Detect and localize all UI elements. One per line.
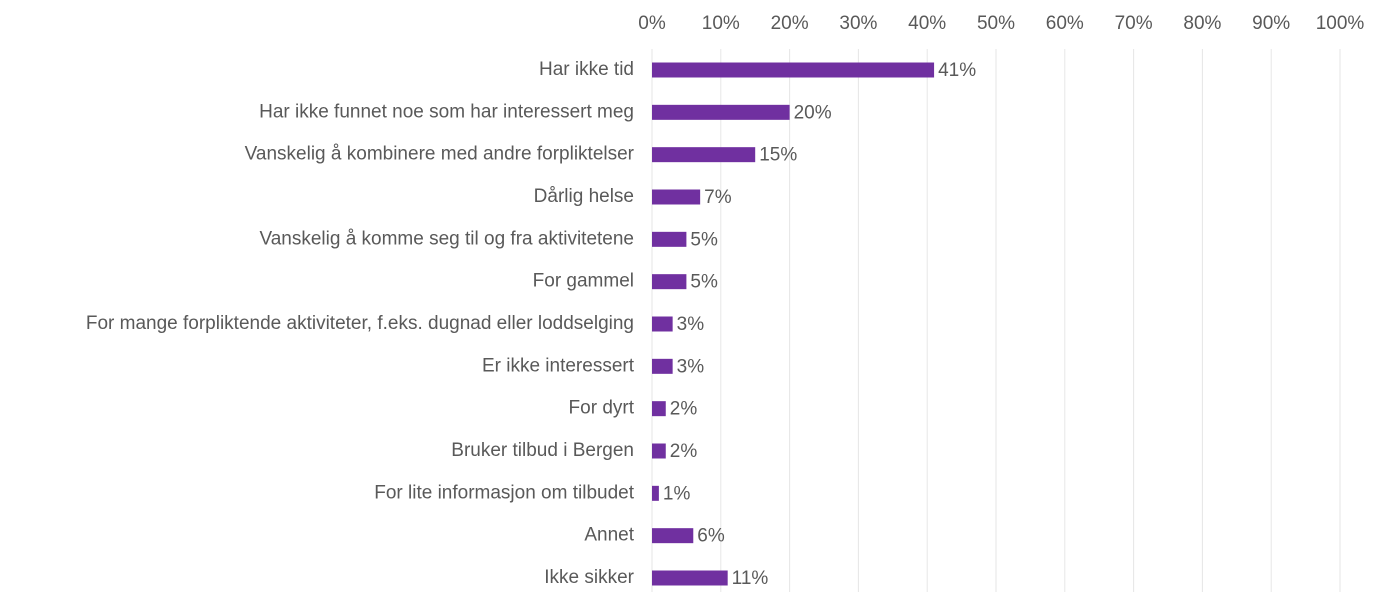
bar xyxy=(652,358,673,374)
y-tick-label: Vanskelig å komme seg til og fra aktivit… xyxy=(259,228,634,249)
data-label: 6% xyxy=(697,526,725,547)
bar xyxy=(652,189,701,205)
y-tick-label: For lite informasjon om tilbudet xyxy=(374,482,634,503)
y-tick-label: Har ikke tid xyxy=(539,59,634,80)
x-tick-label: 40% xyxy=(908,13,946,34)
y-tick-label: Er ikke interessert xyxy=(482,355,635,376)
y-tick-label: For dyrt xyxy=(569,398,635,419)
x-tick-label: 60% xyxy=(1046,13,1084,34)
y-tick-label: Annet xyxy=(584,525,634,546)
data-label: 11% xyxy=(732,568,769,589)
data-label: 41% xyxy=(938,60,976,81)
data-label: 5% xyxy=(690,229,718,250)
data-label: 2% xyxy=(670,399,698,420)
y-tick-label: For gammel xyxy=(533,271,634,292)
y-tick-label: Vanskelig å kombinere med andre forplikt… xyxy=(245,144,635,165)
x-tick-label: 80% xyxy=(1183,13,1221,34)
x-tick-label: 20% xyxy=(771,13,809,34)
bar xyxy=(652,401,666,417)
bar xyxy=(652,147,756,163)
data-label: 7% xyxy=(704,187,732,208)
x-tick-label: 30% xyxy=(839,13,877,34)
bar xyxy=(652,485,659,501)
bar xyxy=(652,231,687,247)
x-tick-label: 50% xyxy=(977,13,1015,34)
data-label: 5% xyxy=(690,272,718,293)
y-tick-label: Bruker tilbud i Bergen xyxy=(451,440,634,461)
data-label: 3% xyxy=(677,356,705,377)
data-label: 2% xyxy=(670,441,698,462)
data-label: 1% xyxy=(663,483,691,504)
data-label: 20% xyxy=(794,102,832,123)
x-tick-label: 0% xyxy=(638,13,666,34)
bar xyxy=(652,316,673,332)
bar xyxy=(652,443,666,459)
y-tick-label: For mange forpliktende aktiviteter, f.ek… xyxy=(86,313,634,334)
bar xyxy=(652,62,935,78)
x-tick-label: 70% xyxy=(1115,13,1153,34)
y-tick-label: Ikke sikker xyxy=(544,567,634,588)
data-label: 3% xyxy=(677,314,705,335)
y-tick-label: Dårlig helse xyxy=(534,186,634,207)
x-tick-label: 100% xyxy=(1316,13,1365,34)
x-tick-label: 90% xyxy=(1252,13,1290,34)
data-label: 15% xyxy=(759,145,797,166)
bar xyxy=(652,570,728,586)
bar xyxy=(652,274,687,290)
x-tick-label: 10% xyxy=(702,13,740,34)
y-tick-label: Har ikke funnet noe som har interessert … xyxy=(259,101,634,122)
bar xyxy=(652,104,790,120)
bar xyxy=(652,528,694,544)
